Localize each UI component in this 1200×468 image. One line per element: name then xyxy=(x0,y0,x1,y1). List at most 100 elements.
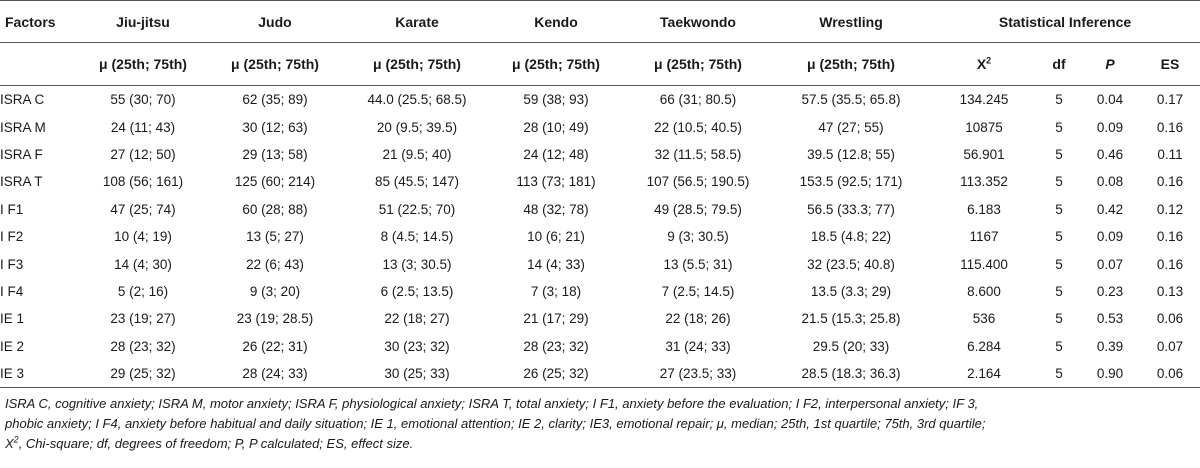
median-cell: 30 (25; 33) xyxy=(346,359,488,389)
subheader-p: P xyxy=(1080,42,1140,86)
header-inference: Statistical Inference xyxy=(930,0,1200,43)
median-cell: 9 (3; 30.5) xyxy=(667,229,729,245)
p-cell: 0.04 xyxy=(1096,92,1124,108)
header-row-subheaders: μ (25th; 75th) μ (25th; 75th) μ (25th; 7… xyxy=(0,42,1200,86)
es-cell: 0.13 xyxy=(1156,283,1184,299)
df-cell: 5 xyxy=(1055,256,1063,272)
median-cell: 57.5 (35.5; 65.8) xyxy=(801,92,901,108)
row-factor: ISRA F xyxy=(0,146,43,162)
subheader-median: μ (25th; 75th) xyxy=(346,42,488,86)
subheader-es: ES xyxy=(1140,42,1200,86)
results-table: Factors Jiu-jitsu Judo Karate Kendo Taek… xyxy=(0,0,1200,389)
df-cell: 5 xyxy=(1055,174,1063,190)
median-cell: 22 (18; 27) xyxy=(384,311,450,327)
p-cell: 0.90 xyxy=(1080,359,1140,389)
median-cell: 56.5 (33.3; 77) xyxy=(807,201,895,217)
es-cell: 0.11 xyxy=(1157,146,1183,162)
median-cell: 20 (9.5; 39.5) xyxy=(376,119,458,135)
median-cell: 59 (38; 93) xyxy=(523,92,589,108)
median-cell: 28 (10; 49) xyxy=(523,119,589,135)
median-cell: 30 (23; 32) xyxy=(384,338,450,354)
table-row: I F4 5 (2; 16) 9 (3; 20) 6 (2.5; 13.5) 7 (3;… xyxy=(0,278,1200,305)
df-cell: 5 xyxy=(1055,119,1063,135)
chi-square-cell: 6.183 xyxy=(967,201,1001,217)
subheader-median: μ (25th; 75th) xyxy=(204,42,346,86)
df-cell: 5 xyxy=(1055,283,1063,299)
es-cell: 0.16 xyxy=(1156,174,1184,190)
median-cell: 153.5 (92.5; 171) xyxy=(799,174,903,190)
median-cell: 62 (35; 89) xyxy=(242,92,308,108)
header-blank xyxy=(0,42,82,86)
median-cell: 24 (12; 48) xyxy=(523,146,589,162)
chi-square-cell: 536 xyxy=(972,311,996,327)
median-cell: 13 (5; 27) xyxy=(246,229,304,245)
subheader-chi-square: X2 xyxy=(930,42,1038,86)
p-cell: 0.53 xyxy=(1096,311,1124,327)
df-cell: 5 xyxy=(1055,311,1063,327)
row-factor: I F3 xyxy=(0,256,24,272)
median-cell: 125 (60; 214) xyxy=(234,174,316,190)
es-cell: 0.12 xyxy=(1156,201,1184,217)
chi-square-cell: 8.600 xyxy=(967,283,1001,299)
median-cell: 31 (24; 33) xyxy=(665,338,731,354)
median-cell: 22 (10.5; 40.5) xyxy=(654,119,742,135)
median-cell: 30 (12; 63) xyxy=(242,119,308,135)
median-cell: 9 (3; 20) xyxy=(249,283,301,299)
subheader-median: μ (25th; 75th) xyxy=(624,42,772,86)
table-row: IE 3 29 (25; 32) 28 (24; 33) 30 (25; 33) 26 … xyxy=(0,359,1200,389)
chi-square-cell: 113.352 xyxy=(960,174,1008,190)
median-cell: 29.5 (20; 33) xyxy=(812,338,890,354)
median-cell: 51 (22.5; 70) xyxy=(378,201,456,217)
median-cell: 28 (23; 32) xyxy=(523,338,589,354)
subheader-df: df xyxy=(1038,42,1080,86)
median-cell: 107 (56.5; 190.5) xyxy=(646,174,750,190)
table-row: IE 1 23 (19; 27) 23 (19; 28.5) 22 (18; 27) 2… xyxy=(0,305,1200,332)
median-cell: 29 (13; 58) xyxy=(242,146,308,162)
header-group: Jiu-jitsu xyxy=(82,0,204,43)
table-row: ISRA T 108 (56; 161) 125 (60; 214) 85 (45.5… xyxy=(0,168,1200,195)
row-factor: ISRA M xyxy=(0,119,46,135)
median-cell: 48 (32; 78) xyxy=(523,201,589,217)
es-cell: 0.16 xyxy=(1156,229,1184,245)
median-cell: 28 (23; 32) xyxy=(110,338,176,354)
p-cell: 0.39 xyxy=(1096,338,1124,354)
header-group: Judo xyxy=(204,0,346,43)
median-cell: 10 (6; 21) xyxy=(527,229,585,245)
median-cell: 7 (3; 18) xyxy=(530,283,582,299)
table-row: ISRA M 24 (11; 43) 30 (12; 63) 20 (9.5; 39.… xyxy=(0,113,1200,140)
median-cell: 60 (28; 88) xyxy=(242,201,308,217)
df-cell: 5 xyxy=(1055,201,1063,217)
df-cell: 5 xyxy=(1038,359,1080,389)
median-cell: 6 (2.5; 13.5) xyxy=(380,283,454,299)
table-row: ISRA C 55 (30; 70) 62 (35; 89) 44.0 (25.5; … xyxy=(0,86,1200,114)
median-cell: 24 (11; 43) xyxy=(110,119,176,135)
median-cell: 55 (30; 70) xyxy=(110,92,176,108)
median-cell: 47 (27; 55) xyxy=(818,119,884,135)
median-cell: 18.5 (4.8; 22) xyxy=(810,229,892,245)
chi-square-cell: 10875 xyxy=(965,119,1003,135)
row-factor: I F1 xyxy=(0,201,24,217)
p-cell: 0.08 xyxy=(1096,174,1124,190)
row-factor: ISRA C xyxy=(0,92,45,108)
median-cell: 21.5 (15.3; 25.8) xyxy=(801,311,901,327)
table-footnote: ISRA C, cognitive anxiety; ISRA M, motor… xyxy=(0,388,1200,454)
median-cell: 47 (25; 74) xyxy=(110,201,176,217)
median-cell: 66 (31; 80.5) xyxy=(659,92,737,108)
median-cell: 39.5 (12.8; 55) xyxy=(807,146,895,162)
median-cell: 44.0 (25.5; 68.5) xyxy=(367,92,467,108)
row-factor: IE 1 xyxy=(0,311,25,327)
table-row: I F2 10 (4; 19) 13 (5; 27) 8 (4.5; 14.5) 10 … xyxy=(0,223,1200,250)
chi-square-cell: 1167 xyxy=(969,229,999,245)
df-cell: 5 xyxy=(1055,146,1063,162)
es-cell: 0.16 xyxy=(1156,256,1184,272)
median-cell: 21 (9.5; 40) xyxy=(382,146,452,162)
median-cell: 113 (73; 181) xyxy=(516,174,596,190)
df-cell: 5 xyxy=(1055,338,1063,354)
es-cell: 0.06 xyxy=(1140,359,1200,389)
subheader-median: μ (25th; 75th) xyxy=(488,42,624,86)
df-cell: 5 xyxy=(1055,229,1063,245)
chi-square-cell: 56.901 xyxy=(963,146,1005,162)
p-cell: 0.09 xyxy=(1096,119,1124,135)
header-group: Taekwondo xyxy=(624,0,772,43)
table-figure: Factors Jiu-jitsu Judo Karate Kendo Taek… xyxy=(0,0,1200,454)
